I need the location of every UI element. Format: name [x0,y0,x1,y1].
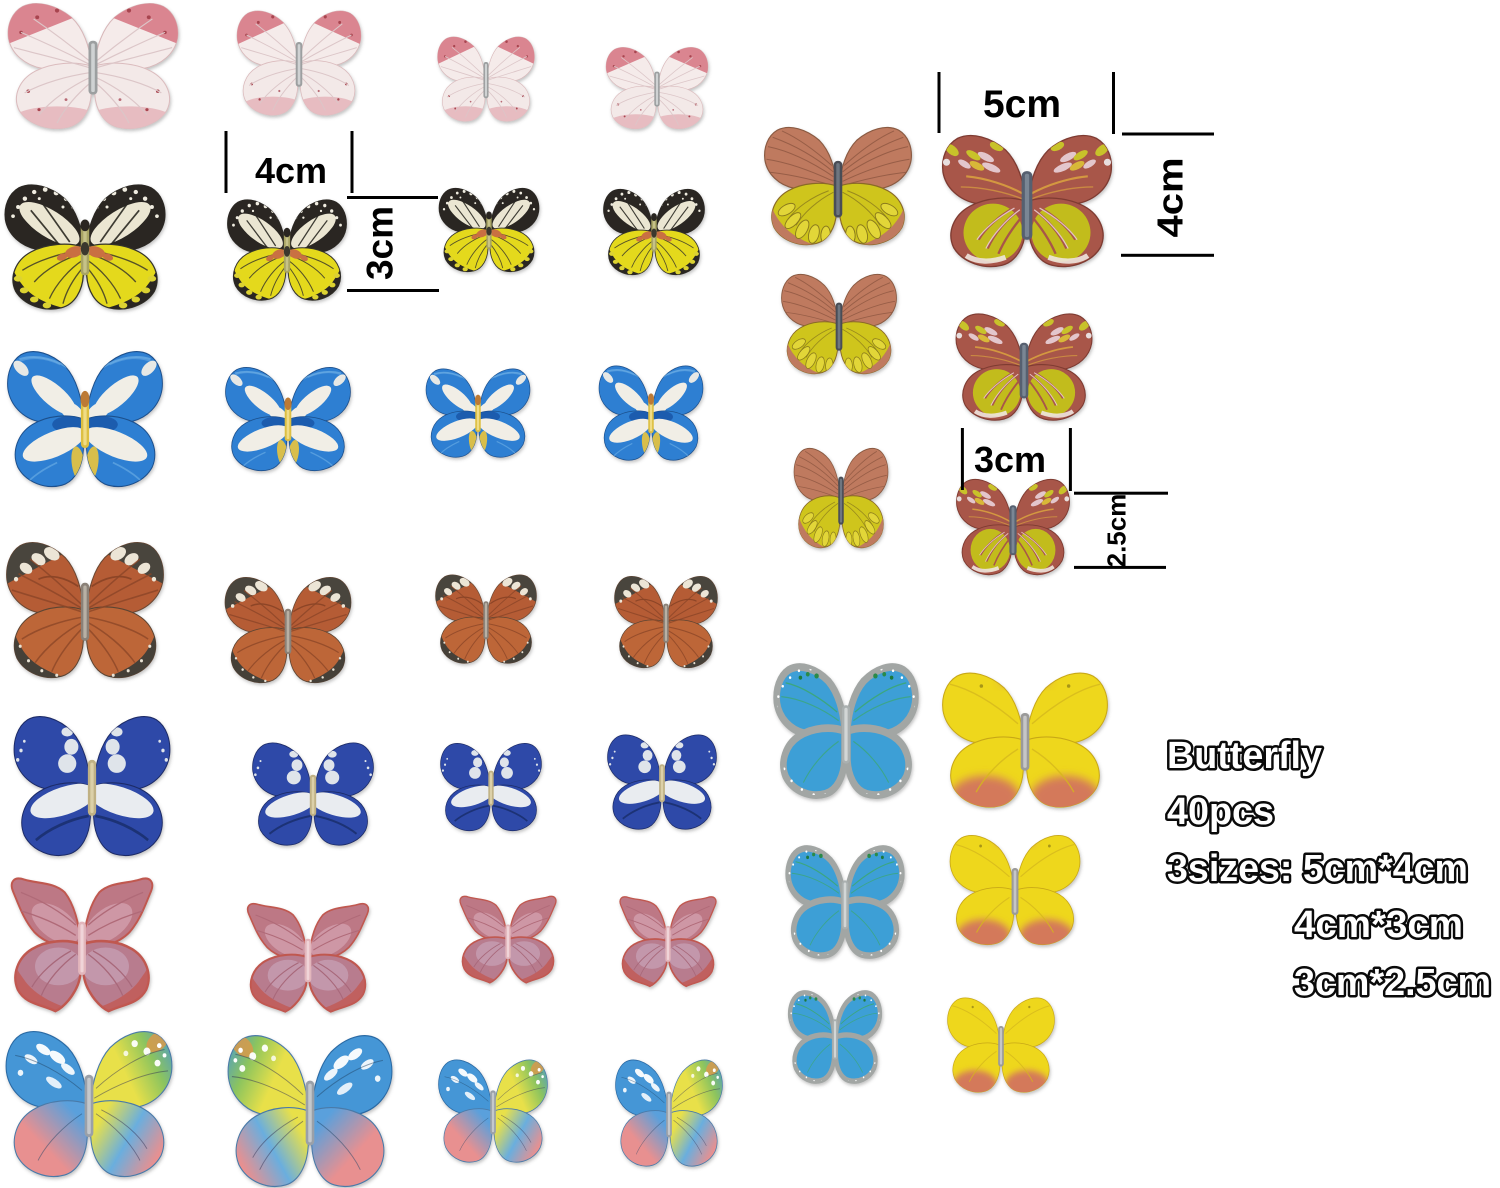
svg-text:40pcs: 40pcs [1167,791,1274,833]
svg-text:3cm*2.5cm: 3cm*2.5cm [1294,962,1491,1004]
svg-text:3cm: 3cm [974,439,1046,480]
svg-text:4cm*3cm: 4cm*3cm [1294,904,1463,946]
svg-text:5cm: 5cm [983,83,1061,126]
svg-text:Butterfly: Butterfly [1167,735,1322,777]
svg-text:2.5cm: 2.5cm [1102,494,1132,568]
svg-text:3sizes: 5cm*4cm: 3sizes: 5cm*4cm [1167,848,1468,890]
svg-text:3cm: 3cm [360,206,401,280]
svg-text:4cm: 4cm [1150,158,1191,238]
svg-text:4cm: 4cm [255,150,327,191]
